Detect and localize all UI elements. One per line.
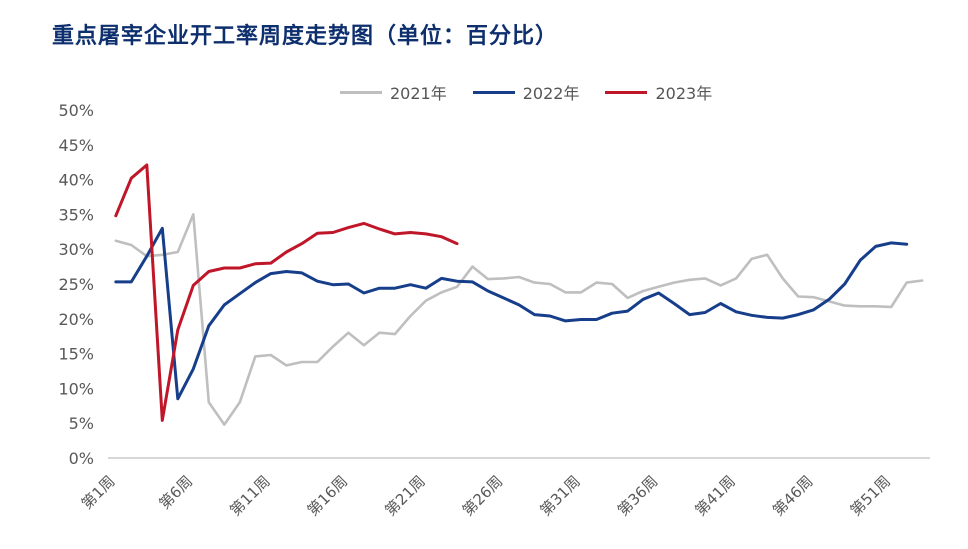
legend-swatch-2023: [605, 90, 648, 94]
chart-title: 重点屠宰企业开工率周度走势图（单位：百分比）: [52, 24, 559, 49]
x-tick-label: 第11周: [226, 472, 273, 519]
y-tick-label: 5%: [69, 414, 94, 433]
y-tick-label: 0%: [69, 449, 94, 468]
y-tick-label: 45%: [58, 136, 94, 155]
y-tick-label: 30%: [58, 240, 94, 259]
x-tick-label: 第31周: [536, 472, 583, 519]
y-tick-label: 35%: [58, 205, 94, 224]
y-tick-label: 15%: [58, 345, 94, 364]
legend-label-2022: 2022年: [522, 84, 580, 103]
y-tick-label: 25%: [58, 275, 94, 294]
x-tick-label: 第26周: [459, 472, 506, 519]
x-tick-label: 第51周: [847, 472, 894, 519]
x-tick-label: 第41周: [692, 472, 739, 519]
y-tick-label: 10%: [58, 379, 94, 398]
series-line-2022年: [114, 226, 909, 401]
x-tick-label: 第1周: [78, 472, 119, 513]
y-tick-label: 50%: [58, 101, 94, 120]
x-tick-label: 第16周: [304, 472, 351, 519]
series-line-2021年: [114, 213, 924, 426]
legend-swatch-2021: [340, 90, 382, 94]
legend-swatch-2022: [472, 90, 515, 94]
legend-label-2021: 2021年: [390, 84, 447, 103]
series-line-2023年: [114, 163, 459, 422]
x-tick-label: 第21周: [381, 472, 428, 519]
legend-item-2023: 2023年: [605, 80, 712, 104]
legend-item-2022: 2022年: [472, 80, 580, 104]
x-tick-label: 第6周: [155, 472, 196, 513]
chart-legend: 2021年 2022年 2023年: [340, 80, 712, 104]
y-tick-label: 40%: [58, 171, 94, 190]
x-tick-label: 第46周: [769, 472, 816, 519]
legend-label-2023: 2023年: [655, 84, 713, 103]
x-tick-label: 第36周: [614, 472, 661, 519]
y-tick-label: 20%: [58, 310, 94, 329]
legend-item-2021: 2021年: [340, 80, 447, 104]
